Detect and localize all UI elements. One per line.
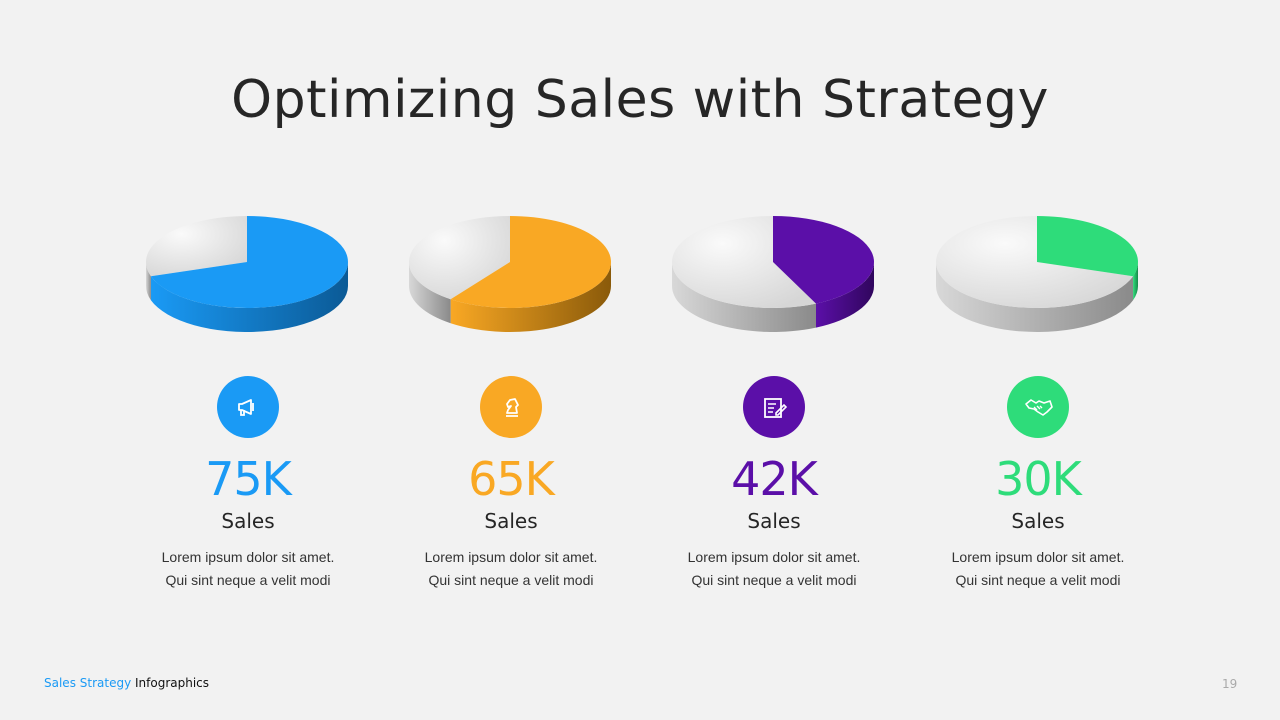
handshake-icon [1025,399,1053,416]
stat-value: 65K [468,452,555,506]
icon-badge [480,376,542,438]
description-line: Qui sint neque a velit modi [165,572,331,588]
pie-rest-slice [408,216,510,300]
pie-slice-side [816,262,874,328]
pie-chart [408,216,611,332]
pie-rest-side [672,262,817,332]
chess-knight-icon [506,398,519,417]
pie-value-slice [150,216,348,308]
icon-badge [1007,376,1069,438]
pie-rest-side [146,262,151,301]
chart-column: 30K Sales Lorem ipsum dolor sit amet. Qui s… [922,200,1152,600]
stat-value: 42K [731,452,818,506]
stat-description: Lorem ipsum dolor sit amet. Qui sint nequ… [395,546,627,592]
footer-section-label: Sales Strategy [44,676,132,690]
description-line: Lorem ipsum dolor sit amet. [161,549,335,565]
stat-description: Lorem ipsum dolor sit amet. Qui sint nequ… [922,546,1154,592]
stat-label: Sales [484,509,538,533]
pie-rest-side [936,262,1134,332]
chart-column: 75K Sales Lorem ipsum dolor sit amet. Qui s… [132,200,362,600]
pie-rest-slice [936,216,1134,308]
page-number: 19 [1222,677,1238,691]
megaphone-icon [238,399,254,416]
pie-value-slice [450,216,611,308]
footer: Sales Strategy Infographics [44,676,209,690]
chart-column: 65K Sales Lorem ipsum dolor sit amet. Qui s… [395,200,625,600]
edit-note-icon [764,398,788,418]
icon-badge [743,376,805,438]
pie-slice-side [450,262,611,332]
stat-value: 30K [995,452,1082,506]
description-line: Lorem ipsum dolor sit amet. [951,549,1125,565]
pie-rest-slice [672,216,817,308]
pie-value-slice [1037,216,1138,277]
stat-label: Sales [747,509,801,533]
description-line: Lorem ipsum dolor sit amet. [687,549,861,565]
pie-chart [672,216,874,332]
stat-description: Lorem ipsum dolor sit amet. Qui sint nequ… [132,546,364,592]
stat-value: 75K [205,452,292,506]
pie-slice-side [150,262,348,332]
stat-label: Sales [221,509,275,533]
pie-value-slice [773,216,874,304]
pie-rest-side [409,262,451,324]
description-line: Qui sint neque a velit modi [428,572,594,588]
stat-description: Lorem ipsum dolor sit amet. Qui sint nequ… [658,546,890,592]
description-line: Qui sint neque a velit modi [955,572,1121,588]
pie-slice-side [1133,262,1138,301]
chart-column: 42K Sales Lorem ipsum dolor sit amet. Qui s… [658,200,888,600]
description-line: Qui sint neque a velit modi [691,572,857,588]
icon-badge [217,376,279,438]
pie-chart [936,216,1138,332]
description-line: Lorem ipsum dolor sit amet. [424,549,598,565]
pie-chart [146,216,348,332]
slide-title: Optimizing Sales with Strategy [231,70,1049,130]
pie-rest-slice [146,216,247,277]
stat-label: Sales [1011,509,1065,533]
footer-infographics-label: Infographics [135,676,210,690]
